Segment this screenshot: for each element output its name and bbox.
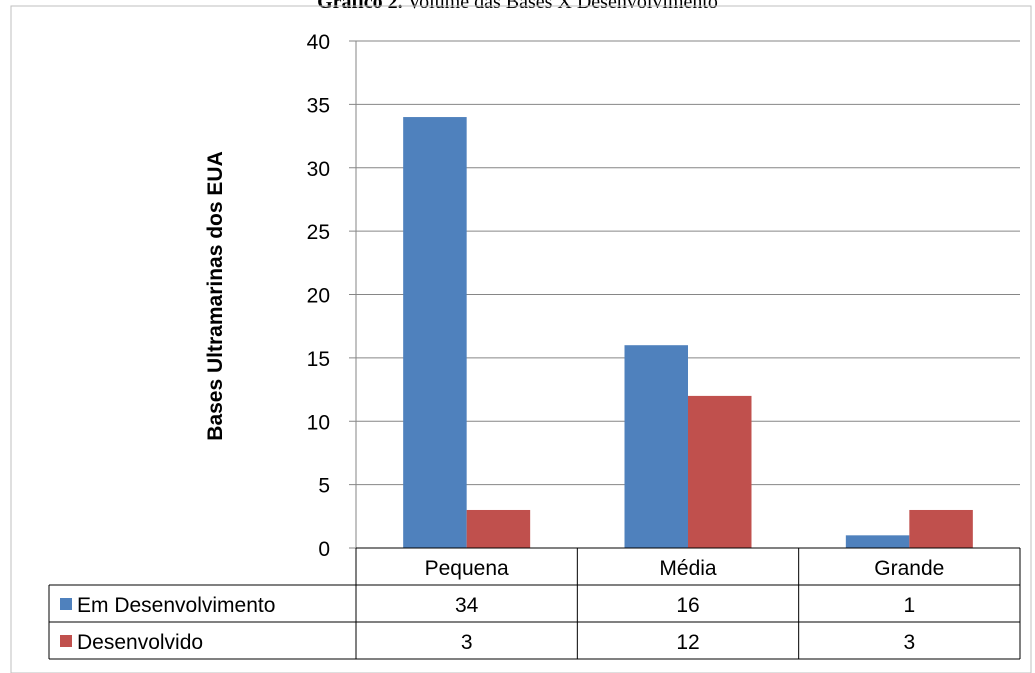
y-tick-label-15: 15 [307,348,330,371]
y-tick-label-5: 5 [318,475,330,498]
x-tick-label-1: Média [659,557,717,580]
y-axis-label: Bases Ultramarinas dos EUA [204,151,227,440]
data-label-0-0: 34 [455,594,479,617]
y-tick-label-20: 20 [307,285,330,308]
y-tick-label-25: 25 [307,221,330,244]
data-label-1-2: 3 [903,631,915,654]
y-tick-label-30: 30 [307,158,330,181]
bars [403,117,973,549]
data-label-0-1: 16 [676,594,699,617]
legend-swatch-1 [60,635,72,647]
y-tick-label-10: 10 [307,411,330,434]
bar-desenvolvido-0 [466,509,531,548]
chart-frame [10,5,1032,673]
bar-desenvolvido-1 [688,395,752,548]
legend-swatch-0 [60,598,72,610]
x-tick-label-0: Pequena [425,557,509,580]
legend-label-1: Desenvolvido [77,631,203,654]
bar-desenvolvido-2 [909,509,973,548]
data-label-1-0: 3 [461,631,473,654]
bar-em-desenvolvimento-1 [624,345,688,548]
y-tick-label-0: 0 [318,538,330,561]
bar-em-desenvolvimento-2 [845,535,910,548]
data-label-0-2: 1 [903,594,915,617]
x-tick-label-2: Grande [874,557,944,580]
y-tick-labels: 0 5 10 15 20 25 30 35 40 [307,31,330,561]
data-label-1-1: 12 [676,631,699,654]
y-tick-label-35: 35 [307,94,330,117]
data-table: Pequena Média Grande Em Desenvolvimento 34 16… [48,547,1021,660]
y-tick-label-40: 40 [307,31,330,54]
bar-em-desenvolvimento-0 [403,117,467,549]
legend-label-0: Em Desenvolvimento [77,594,275,617]
